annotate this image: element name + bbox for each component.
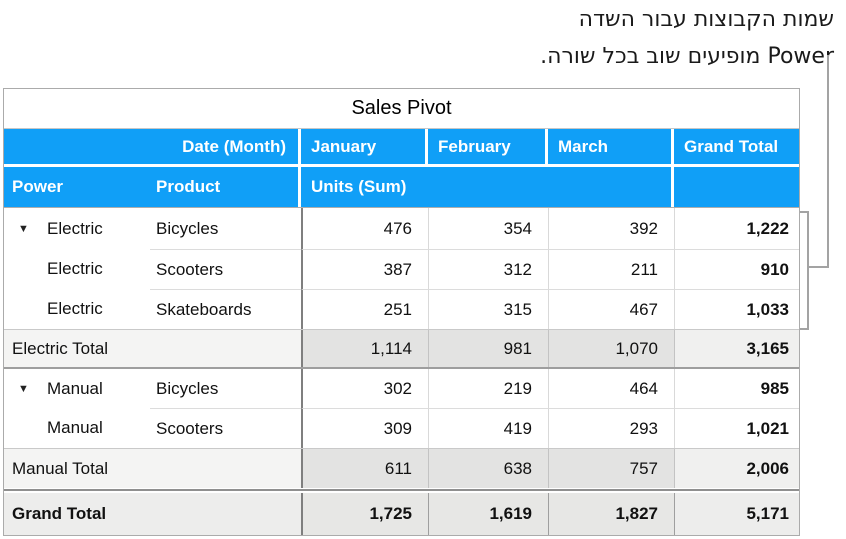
callout-connector-line bbox=[809, 266, 829, 268]
pivot-table-body: ▼ Electric Bicycles 476 354 392 1,222 Electric S… bbox=[4, 208, 799, 535]
disclosure-triangle-icon[interactable]: ▼ bbox=[18, 222, 29, 235]
march-value-cell[interactable]: 464 bbox=[548, 369, 674, 408]
grand-total-value-cell[interactable]: 5,171 bbox=[674, 493, 799, 535]
annotation-line1: שמות הקבוצות עבור השדה bbox=[578, 7, 834, 32]
february-header-cell[interactable]: February bbox=[428, 129, 548, 167]
grand-total-value-cell[interactable]: 1,222 bbox=[674, 208, 799, 249]
march-value-cell[interactable]: 392 bbox=[548, 208, 674, 249]
grand-total-value-cell[interactable]: 1,033 bbox=[674, 289, 799, 329]
empty-header-cell bbox=[674, 167, 799, 207]
product-cell[interactable]: Bicycles bbox=[156, 378, 219, 398]
grand-total-value-cell[interactable]: 1,021 bbox=[674, 408, 799, 448]
february-value-cell[interactable]: 981 bbox=[428, 330, 548, 367]
march-value-cell[interactable]: 467 bbox=[548, 289, 674, 329]
date-month-header-cell[interactable]: Date (Month) bbox=[4, 129, 301, 167]
row-group-bracket bbox=[796, 211, 809, 330]
power-group-cell[interactable]: ▼ Electric bbox=[4, 208, 150, 249]
march-value-cell[interactable]: 1,070 bbox=[548, 330, 674, 367]
january-header-cell[interactable]: January bbox=[301, 129, 428, 167]
product-cell[interactable]: Scooters bbox=[150, 408, 301, 448]
total-label-cell[interactable]: Manual Total bbox=[4, 449, 301, 488]
pivot-data-row: Manual Scooters 309 419 293 1,021 bbox=[4, 408, 799, 448]
january-value-cell[interactable]: 387 bbox=[301, 249, 428, 289]
field-header-row: Power Product Units (Sum) bbox=[4, 167, 799, 208]
power-group-cell[interactable]: ▼ Manual bbox=[4, 369, 150, 408]
pivot-grand-total-row: Grand Total 1,725 1,619 1,827 5,171 bbox=[4, 493, 799, 535]
february-value-cell[interactable]: 638 bbox=[428, 449, 548, 488]
power-group-cell[interactable]: Electric bbox=[4, 249, 150, 289]
january-value-cell[interactable]: 1,725 bbox=[301, 493, 428, 535]
power-group-cell[interactable]: Electric bbox=[4, 289, 150, 329]
product-field-header-cell[interactable]: Product bbox=[150, 167, 301, 207]
grand-total-value-cell[interactable]: 2,006 bbox=[674, 449, 799, 488]
power-group-label: Electric bbox=[47, 259, 103, 278]
january-value-cell[interactable]: 476 bbox=[301, 208, 428, 249]
total-label-cell[interactable]: Grand Total bbox=[4, 493, 301, 535]
february-value-cell[interactable]: 315 bbox=[428, 289, 548, 329]
annotation-line2: Power מופיעים שוב בכל שורה. bbox=[540, 44, 834, 69]
grand-total-value-cell[interactable]: 3,165 bbox=[674, 330, 799, 367]
january-value-cell[interactable]: 611 bbox=[301, 449, 428, 488]
annotation-text: שמות הקבוצות עבור השדה Power מופיעים שוב… bbox=[540, 1, 834, 75]
pivot-data-row: ▼ Manual Bicycles 302 219 464 985 bbox=[4, 367, 799, 408]
february-value-cell[interactable]: 419 bbox=[428, 408, 548, 448]
units-sum-header-cell[interactable]: Units (Sum) bbox=[301, 167, 674, 207]
pivot-data-row: Electric Skateboards 251 315 467 1,033 bbox=[4, 289, 799, 329]
march-header-cell[interactable]: March bbox=[548, 129, 674, 167]
grand-total-value-cell[interactable]: 910 bbox=[674, 249, 799, 289]
pivot-table: Sales Pivot Date (Month) January Februar… bbox=[3, 88, 800, 536]
pivot-subtotal-row: Electric Total 1,114 981 1,070 3,165 bbox=[4, 329, 799, 367]
power-group-label: Electric bbox=[47, 299, 103, 318]
january-value-cell[interactable]: 1,114 bbox=[301, 330, 428, 367]
power-group-cell[interactable]: Manual bbox=[4, 408, 150, 448]
pivot-subtotal-row: Manual Total 611 638 757 2,006 bbox=[4, 448, 799, 488]
march-value-cell[interactable]: 1,827 bbox=[548, 493, 674, 535]
pivot-data-row: Electric Scooters 387 312 211 910 bbox=[4, 249, 799, 289]
column-header-row: Date (Month) January February March Gran… bbox=[4, 129, 799, 167]
march-value-cell[interactable]: 757 bbox=[548, 449, 674, 488]
february-value-cell[interactable]: 219 bbox=[428, 369, 548, 408]
march-value-cell[interactable]: 211 bbox=[548, 249, 674, 289]
pivot-data-row: ▼ Electric Bicycles 476 354 392 1,222 bbox=[4, 208, 799, 249]
grand-total-separator bbox=[4, 488, 799, 493]
march-value-cell[interactable]: 293 bbox=[548, 408, 674, 448]
power-group-label: Manual bbox=[47, 418, 103, 437]
january-value-cell[interactable]: 251 bbox=[301, 289, 428, 329]
total-label-cell[interactable]: Electric Total bbox=[4, 330, 301, 367]
disclosure-triangle-icon[interactable]: ▼ bbox=[18, 382, 29, 395]
product-cell[interactable]: Bicycles bbox=[156, 218, 219, 238]
table-title[interactable]: Sales Pivot bbox=[4, 89, 799, 129]
callout-leader-line bbox=[827, 55, 829, 268]
february-value-cell[interactable]: 1,619 bbox=[428, 493, 548, 535]
product-cell[interactable]: Scooters bbox=[150, 249, 301, 289]
product-cell[interactable]: Skateboards bbox=[150, 289, 301, 329]
power-field-header-cell[interactable]: Power bbox=[4, 167, 150, 207]
february-value-cell[interactable]: 312 bbox=[428, 249, 548, 289]
power-group-label: Electric bbox=[47, 218, 103, 238]
january-value-cell[interactable]: 309 bbox=[301, 408, 428, 448]
grand-total-value-cell[interactable]: 985 bbox=[674, 369, 799, 408]
grand-total-header-cell[interactable]: Grand Total bbox=[674, 129, 799, 167]
january-value-cell[interactable]: 302 bbox=[301, 369, 428, 408]
power-group-label: Manual bbox=[47, 378, 103, 398]
february-value-cell[interactable]: 354 bbox=[428, 208, 548, 249]
